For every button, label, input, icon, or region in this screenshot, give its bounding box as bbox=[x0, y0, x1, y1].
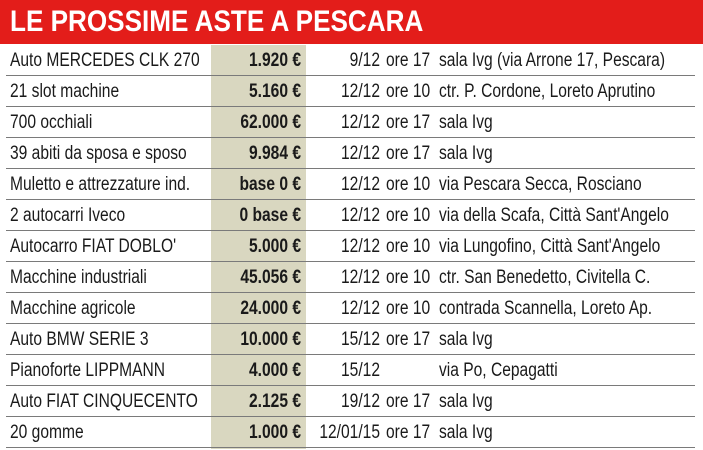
item-cell: 2 autocarri Iveco bbox=[10, 205, 126, 226]
date-cell: 19/12 bbox=[341, 391, 380, 412]
header-bar: LE PROSSIME ASTE A PESCARA bbox=[0, 0, 703, 44]
time-cell: ore 17 bbox=[386, 329, 431, 350]
item-cell: Muletto e attrezzature ind. bbox=[10, 174, 191, 195]
place-cell: ctr. San Benedetto, Civitella C. bbox=[439, 267, 651, 288]
price-cell: 10.000 € bbox=[240, 329, 301, 350]
place-cell: ctr. P. Cordone, Loreto Aprutino bbox=[439, 81, 656, 102]
price-cell: 62.000 € bbox=[240, 112, 301, 133]
place-cell: via Lungofino, Città Sant'Angelo bbox=[439, 236, 661, 257]
date-cell: 12/12 bbox=[341, 112, 380, 133]
price-cell: 1.920 € bbox=[249, 50, 301, 71]
table-row: Pianoforte LIPPMANN 4.000 € 15/12 via Po, C… bbox=[6, 355, 695, 386]
table-row: Macchine agricole 24.000 € 12/12 ore 10 cont… bbox=[6, 293, 695, 324]
date-cell: 9/12 bbox=[349, 50, 380, 71]
table-row: Auto FIAT CINQUECENTO 2.125 € 19/12 ore 17 s… bbox=[6, 386, 695, 417]
item-cell: Macchine industriali bbox=[10, 267, 147, 288]
table-body: Auto MERCEDES CLK 270 1.920 € 9/12 ore 17 sa… bbox=[6, 45, 695, 448]
table-row: Macchine industriali 45.056 € 12/12 ore 10 c… bbox=[6, 262, 695, 293]
time-cell: ore 10 bbox=[386, 267, 431, 288]
table-row: 700 occhiali 62.000 € 12/12 ore 17 sala Ivg bbox=[6, 107, 695, 138]
price-cell: 0 base € bbox=[239, 205, 302, 226]
item-cell: Auto BMW SERIE 3 bbox=[10, 329, 149, 350]
item-cell: 39 abiti da sposa e sposo bbox=[10, 143, 187, 164]
price-column-band bbox=[211, 45, 306, 449]
date-cell: 12/12 bbox=[341, 298, 380, 319]
table-row: 20 gomme 1.000 € 12/01/15 ore 17 sala Ivg bbox=[6, 417, 695, 448]
item-cell: Autocarro FIAT DOBLO' bbox=[10, 236, 177, 257]
time-cell: ore 17 bbox=[386, 143, 431, 164]
table-row: 21 slot machine 5.160 € 12/12 ore 10 ctr. P.… bbox=[6, 76, 695, 107]
price-cell: 4.000 € bbox=[249, 360, 301, 381]
table-row: Auto MERCEDES CLK 270 1.920 € 9/12 ore 17 sa… bbox=[6, 45, 695, 76]
time-cell: ore 17 bbox=[386, 112, 431, 133]
table-row: 2 autocarri Iveco 0 base € 12/12 ore 10 via … bbox=[6, 200, 695, 231]
page-title: LE PROSSIME ASTE A PESCARA bbox=[10, 5, 424, 38]
date-cell: 12/01/15 bbox=[319, 422, 380, 443]
price-cell: 2.125 € bbox=[249, 391, 301, 412]
place-cell: sala Ivg (via Arrone 17, Pescara) bbox=[439, 50, 666, 71]
item-cell: Auto MERCEDES CLK 270 bbox=[10, 50, 200, 71]
item-cell: Auto FIAT CINQUECENTO bbox=[10, 391, 198, 412]
time-cell: ore 17 bbox=[386, 50, 431, 71]
place-cell: sala Ivg bbox=[439, 329, 493, 350]
date-cell: 15/12 bbox=[341, 329, 380, 350]
time-cell: ore 17 bbox=[386, 391, 431, 412]
item-cell: 20 gomme bbox=[10, 422, 84, 443]
place-cell: sala Ivg bbox=[439, 112, 493, 133]
place-cell: via Po, Cepagatti bbox=[439, 360, 558, 381]
price-cell: 1.000 € bbox=[249, 422, 301, 443]
price-cell: 5.000 € bbox=[249, 236, 301, 257]
item-cell: Pianoforte LIPPMANN bbox=[10, 360, 166, 381]
table-row: Auto BMW SERIE 3 10.000 € 15/12 ore 17 sala … bbox=[6, 324, 695, 355]
time-cell: ore 10 bbox=[386, 298, 431, 319]
place-cell: sala Ivg bbox=[439, 143, 493, 164]
place-cell: via della Scafa, Città Sant'Angelo bbox=[439, 205, 669, 226]
date-cell: 12/12 bbox=[341, 174, 380, 195]
time-cell: ore 10 bbox=[386, 81, 431, 102]
auction-table: Auto MERCEDES CLK 270 1.920 € 9/12 ore 17 sa… bbox=[6, 45, 695, 450]
item-cell: 21 slot machine bbox=[10, 81, 120, 102]
table-row: 39 abiti da sposa e sposo 9.984 € 12/12 ore… bbox=[6, 138, 695, 169]
date-cell: 15/12 bbox=[341, 360, 380, 381]
place-cell: via Pescara Secca, Rosciano bbox=[439, 174, 642, 195]
date-cell: 12/12 bbox=[341, 81, 380, 102]
price-cell: 24.000 € bbox=[240, 298, 301, 319]
time-cell: ore 10 bbox=[386, 174, 431, 195]
price-cell: base 0 € bbox=[239, 174, 302, 195]
time-cell: ore 17 bbox=[386, 422, 431, 443]
time-cell: ore 10 bbox=[386, 205, 431, 226]
date-cell: 12/12 bbox=[341, 236, 380, 257]
table-row: Autocarro FIAT DOBLO' 5.000 € 12/12 ore 10 v… bbox=[6, 231, 695, 262]
price-cell: 5.160 € bbox=[249, 81, 301, 102]
place-cell: sala Ivg bbox=[439, 391, 493, 412]
date-cell: 12/12 bbox=[341, 143, 380, 164]
item-cell: 700 occhiali bbox=[10, 112, 93, 133]
place-cell: contrada Scannella, Loreto Ap. bbox=[439, 298, 653, 319]
place-cell: sala Ivg bbox=[439, 422, 493, 443]
date-cell: 12/12 bbox=[341, 205, 380, 226]
item-cell: Macchine agricole bbox=[10, 298, 136, 319]
time-cell: ore 10 bbox=[386, 236, 431, 257]
price-cell: 9.984 € bbox=[249, 143, 301, 164]
date-cell: 12/12 bbox=[341, 267, 380, 288]
price-cell: 45.056 € bbox=[240, 267, 301, 288]
table-row: Muletto e attrezzature ind. base 0 € 12/12… bbox=[6, 169, 695, 200]
